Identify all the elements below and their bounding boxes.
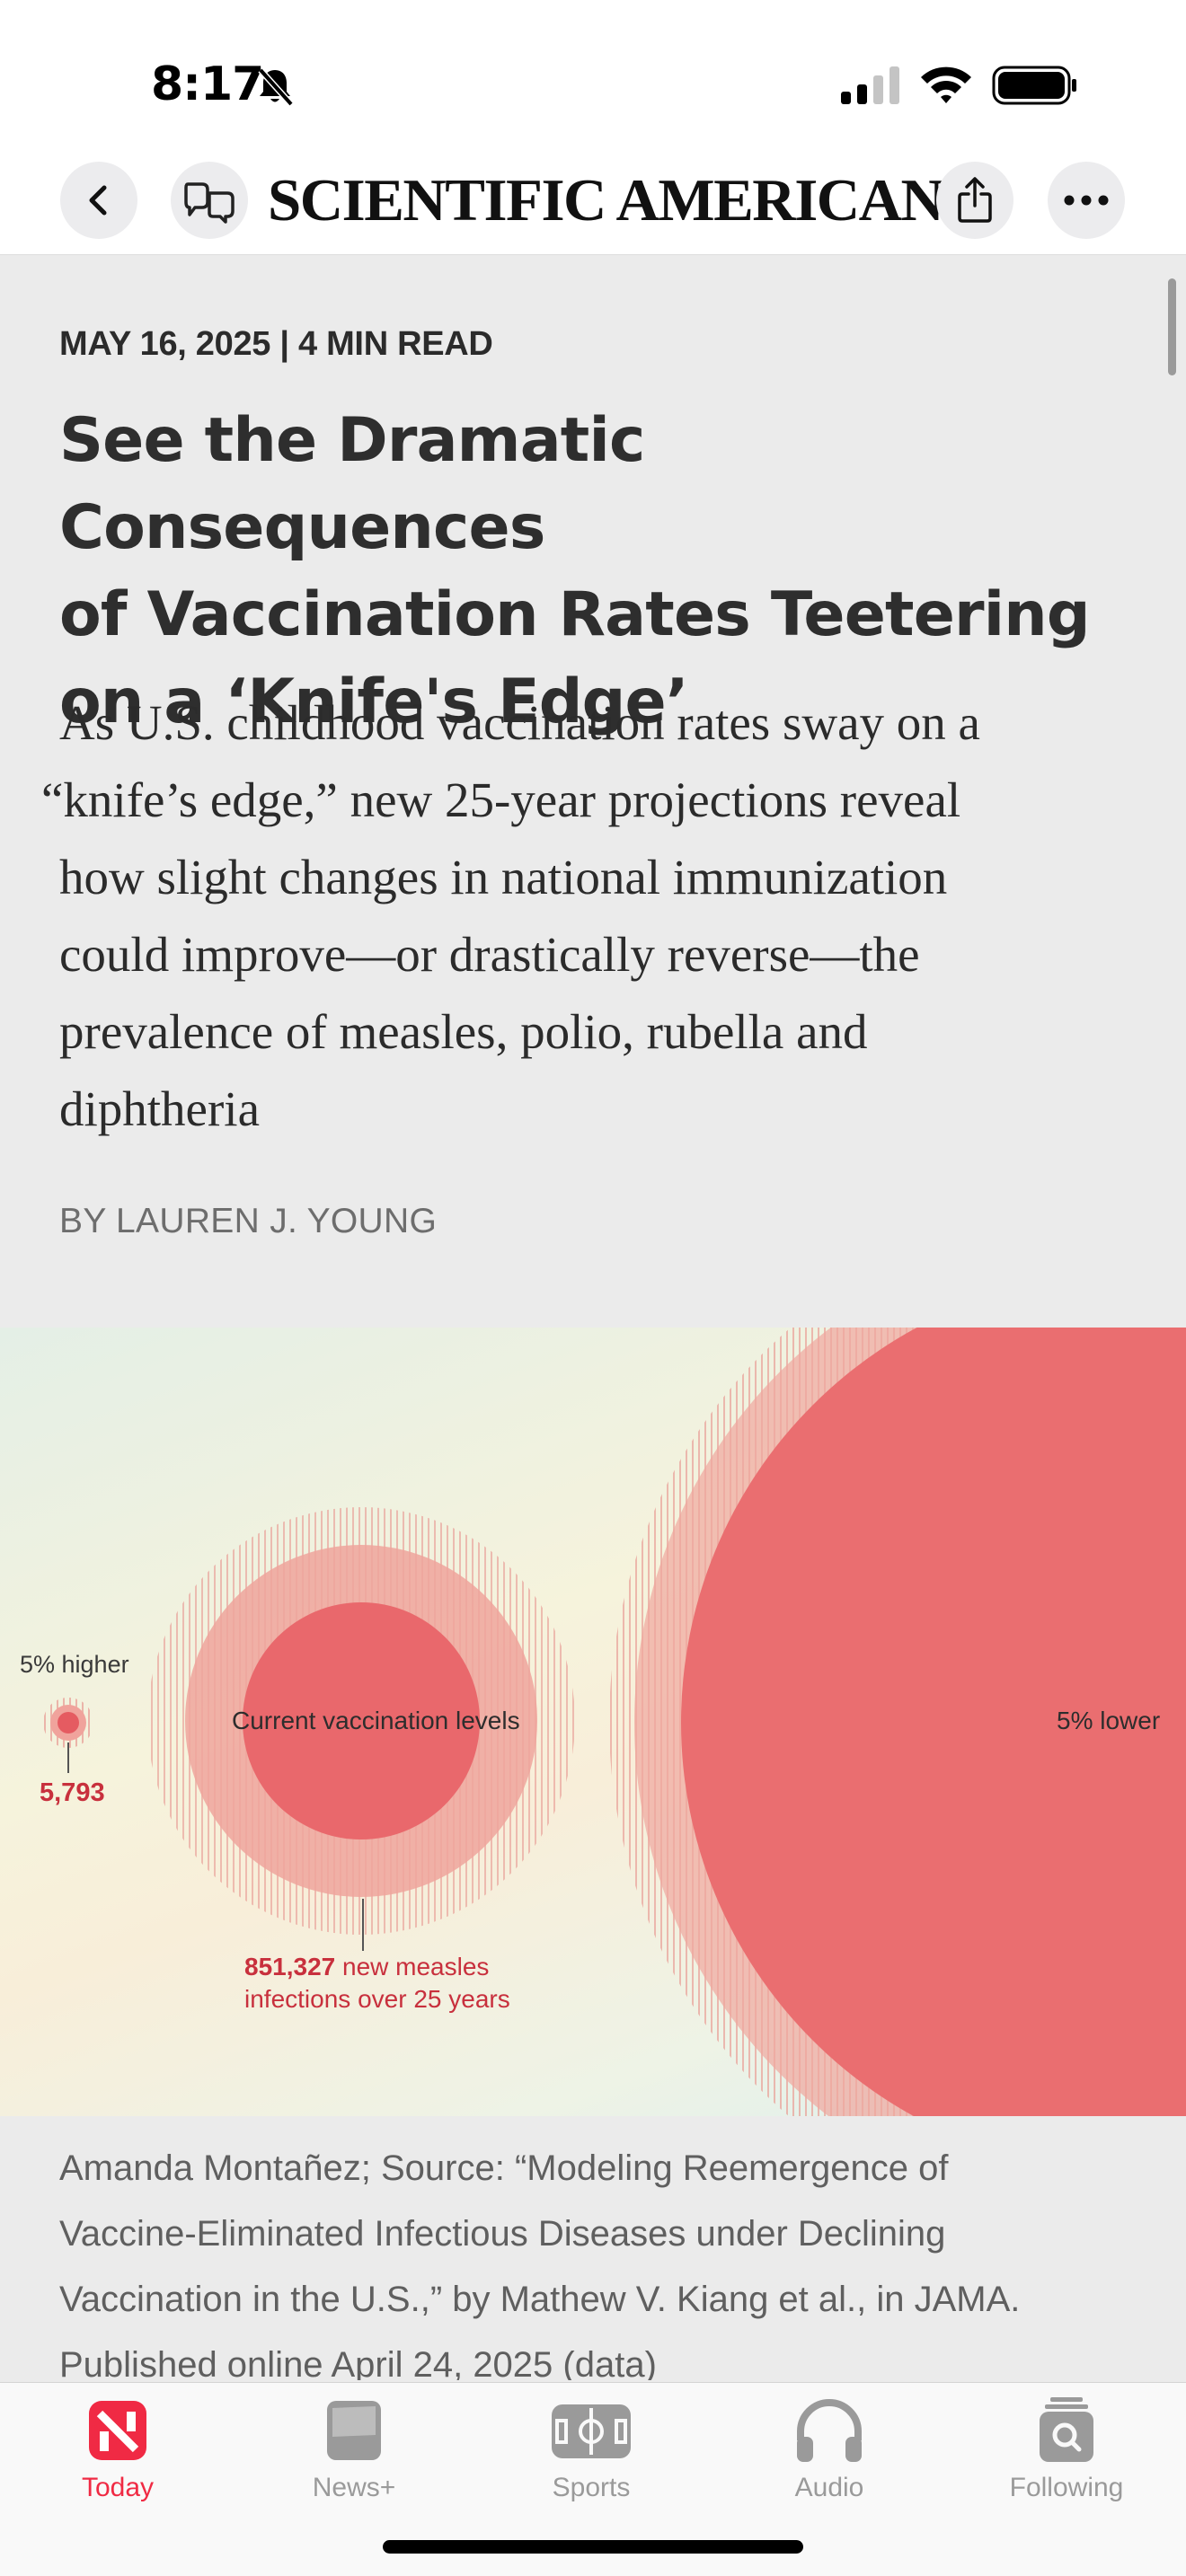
following-search-icon [1040,2397,1093,2462]
dek-line: could improve—or drastically reverse—the [59,927,920,982]
dek-line: diphtheria [59,1081,260,1136]
tab-following[interactable]: Following [977,2395,1156,2512]
caption-line: Vaccination in the U.S.,” by Mathew V. K… [59,2280,1021,2319]
status-bar: 8:17 [0,0,1186,153]
bell-slash-icon [258,67,294,107]
headline-line: of Vaccination Rates Teetering [59,579,1091,650]
more-icon [1064,195,1109,206]
bubble-chart-svg [43,1328,1186,2116]
current-infections-annotation: 851,327 new measles infections over 25 y… [244,1951,510,2016]
article-dek: As U.S. childhood vaccination rates sway… [41,684,1128,1148]
dek-line: As U.S. childhood vaccination rates sway… [59,695,980,750]
bubble-current [243,1602,480,1839]
dek-line: prevalence of measles, polio, rubella an… [59,1004,868,1059]
reader-mode-button[interactable] [171,162,248,239]
tab-audio[interactable]: Audio [739,2395,919,2512]
caption-line: Published online April 24, 2025 (data) [59,2345,657,2380]
publication-title: SCIENTIFIC AMERICAN [268,166,944,234]
label-current-vaccination: Current vaccination levels [232,1707,520,1734]
scroll-indicator[interactable] [1168,278,1176,375]
bubble-lower [681,1328,1186,2116]
article-meta: MAY 16, 2025 | 4 MIN READ [59,325,493,363]
article-headline: See the Dramatic Consequences of Vaccina… [59,397,1137,745]
headline-line: on a ‘Knife's Edge’ [59,666,689,737]
current-infections-note-1: new measles [342,1953,490,1981]
tab-news-plus[interactable]: News+ [264,2395,444,2512]
chart-caption: Amanda Montañez; Source: “Modeling Reeme… [59,2136,1155,2380]
status-time: 8:17 [151,57,264,111]
current-infections-note-2: infections over 25 years [244,1985,510,2013]
navigation-bar: SCIENTIFIC AMERICAN [0,153,1186,255]
tab-label: Sports [552,2473,631,2502]
news-plus-icon [327,2401,381,2460]
news-logo-icon [89,2401,146,2460]
share-button[interactable] [936,162,1013,239]
battery-icon [992,66,1076,105]
caption-line: Amanda Montañez; Source: “Modeling Reeme… [59,2148,949,2188]
bubble-higher [58,1712,79,1734]
wifi-icon [921,66,971,103]
headphones-icon [797,2399,862,2462]
back-button[interactable] [60,162,137,239]
sports-field-icon [552,2404,631,2458]
more-button[interactable] [1048,162,1125,239]
tab-today[interactable]: Today [28,2395,208,2512]
tab-sports[interactable]: Sports [501,2395,681,2512]
tab-label: Audio [794,2473,864,2502]
tab-label: News+ [312,2473,396,2502]
measles-bubble-chart: 5% higher 5,793 Current vaccination leve… [0,1328,1186,2116]
tab-label: Following [1009,2473,1124,2502]
article-byline: BY LAUREN J. YOUNG [59,1202,438,1240]
article-body [0,256,1186,1485]
label-5-percent-higher: 5% higher [20,1651,129,1678]
value-current-infections: 851,327 [244,1953,336,1981]
dek-line: “knife’s edge,” new 25-year projections … [41,772,961,827]
tab-label: Today [81,2473,155,2502]
reader-mode-icon [184,182,235,224]
caption-line: Vaccine-Eliminated Infectious Diseases u… [59,2214,946,2254]
share-icon [958,177,992,223]
label-5-percent-lower: 5% lower [1057,1707,1161,1734]
dek-line: how slight changes in national immunizat… [59,850,948,904]
headline-line: See the Dramatic Consequences [59,405,645,563]
home-indicator[interactable] [383,2540,803,2554]
cellular-signal-icon [841,66,899,104]
back-icon [89,185,107,216]
value-5-percent-higher: 5,793 [40,1778,105,1807]
